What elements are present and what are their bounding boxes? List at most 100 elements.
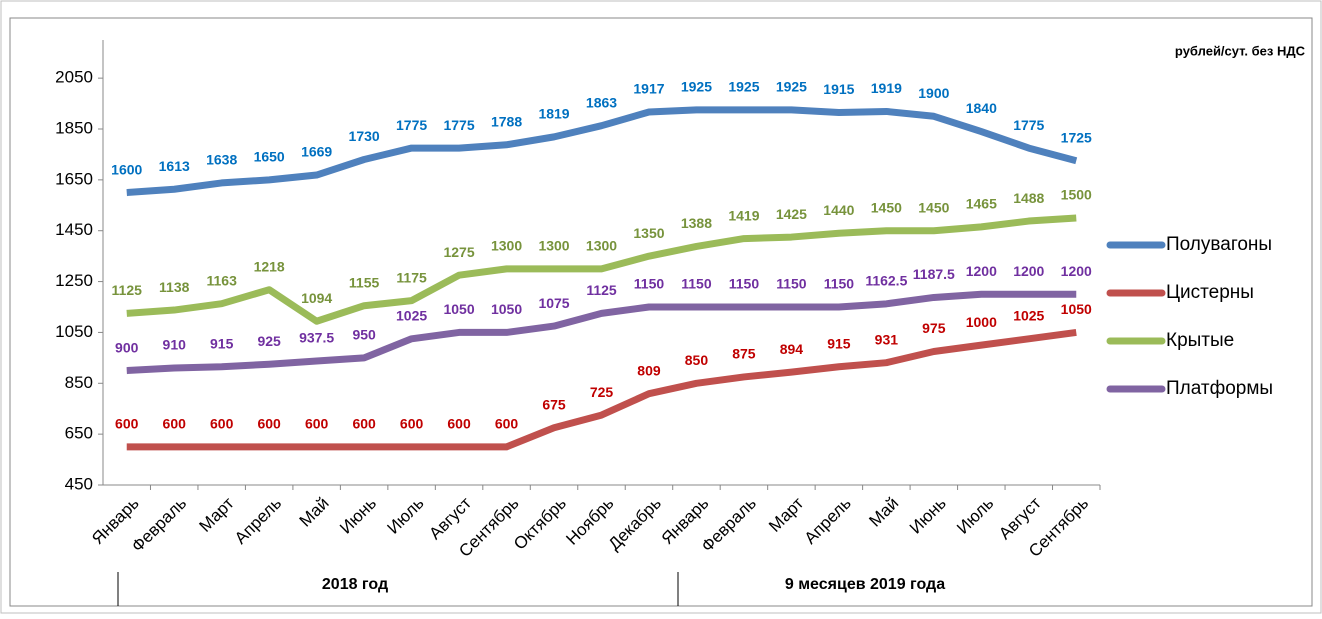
data-label: 975 bbox=[922, 320, 946, 336]
series-line bbox=[126, 290, 1077, 375]
data-label: 1488 bbox=[1013, 190, 1044, 206]
data-label: 1600 bbox=[111, 161, 142, 177]
data-label: 1125 bbox=[112, 282, 143, 298]
data-label: 1218 bbox=[254, 258, 285, 274]
data-label: 1150 bbox=[824, 276, 855, 292]
data-label: 1425 bbox=[776, 206, 807, 222]
data-label: 1650 bbox=[254, 149, 285, 165]
data-label: 1819 bbox=[538, 106, 569, 122]
data-label: 1465 bbox=[966, 196, 997, 212]
data-label: 1300 bbox=[586, 238, 617, 254]
group-label: 2018 год bbox=[322, 576, 388, 593]
data-label: 725 bbox=[590, 384, 614, 400]
data-label: 1350 bbox=[633, 225, 664, 241]
data-label: 1840 bbox=[966, 100, 997, 116]
data-label: 1300 bbox=[491, 238, 522, 254]
data-label: 1187.5 bbox=[913, 266, 955, 282]
series-line bbox=[126, 214, 1077, 325]
y-tick-label: 650 bbox=[65, 424, 93, 443]
data-label: 1450 bbox=[918, 199, 949, 215]
data-label: 850 bbox=[685, 352, 709, 368]
data-label: 1925 bbox=[776, 79, 807, 95]
data-label: 910 bbox=[163, 337, 187, 353]
series-line bbox=[126, 328, 1077, 451]
data-label: 600 bbox=[257, 416, 281, 432]
data-label: 1150 bbox=[729, 276, 760, 292]
data-label: 950 bbox=[352, 327, 376, 343]
data-label: 1094 bbox=[301, 290, 332, 306]
data-label: 1638 bbox=[206, 152, 237, 168]
data-label: 1050 bbox=[1061, 301, 1092, 317]
data-label: 1915 bbox=[823, 81, 854, 97]
data-label: 1050 bbox=[443, 301, 474, 317]
data-label: 1000 bbox=[966, 314, 997, 330]
data-label: 1200 bbox=[1013, 263, 1044, 279]
data-label: 1863 bbox=[586, 94, 617, 110]
data-label: 809 bbox=[637, 362, 661, 378]
data-label: 1050 bbox=[491, 301, 522, 317]
y-tick-label: 850 bbox=[65, 373, 93, 392]
data-label: 925 bbox=[257, 333, 281, 349]
data-label: 1125 bbox=[586, 282, 617, 298]
data-label: 1725 bbox=[1061, 129, 1092, 145]
y-tick-label: 1650 bbox=[55, 169, 93, 188]
data-label: 1150 bbox=[776, 276, 807, 292]
data-label: 1917 bbox=[633, 81, 664, 97]
data-label: 1613 bbox=[159, 158, 190, 174]
legend-label: Платформы bbox=[1166, 378, 1273, 399]
y-tick-label: 1050 bbox=[55, 322, 93, 341]
data-label: 937.5 bbox=[299, 330, 334, 346]
data-label: 1925 bbox=[728, 79, 759, 95]
data-label: 600 bbox=[210, 416, 234, 432]
data-label: 915 bbox=[210, 335, 234, 351]
data-label: 1300 bbox=[538, 238, 569, 254]
y-tick-label: 1450 bbox=[55, 220, 93, 239]
data-label: 1900 bbox=[918, 85, 949, 101]
data-label: 600 bbox=[305, 416, 329, 432]
data-label: 1162.5 bbox=[865, 273, 907, 289]
data-label: 1025 bbox=[396, 307, 427, 323]
data-label: 931 bbox=[875, 331, 899, 347]
data-label: 1155 bbox=[349, 274, 380, 290]
data-label: 900 bbox=[115, 339, 139, 355]
data-label: 1775 bbox=[443, 117, 474, 133]
data-label: 1163 bbox=[207, 272, 238, 288]
data-label: 675 bbox=[542, 396, 566, 412]
data-label: 1919 bbox=[871, 80, 902, 96]
data-label: 600 bbox=[400, 416, 424, 432]
y-tick-label: 1850 bbox=[55, 118, 93, 137]
data-label: 1138 bbox=[159, 279, 190, 295]
data-label: 1150 bbox=[634, 276, 665, 292]
data-label: 1275 bbox=[443, 244, 474, 260]
data-label: 875 bbox=[732, 346, 756, 362]
data-label: 1175 bbox=[396, 269, 427, 285]
data-label: 600 bbox=[115, 416, 139, 432]
data-label: 1025 bbox=[1013, 307, 1044, 323]
data-label: 1075 bbox=[538, 295, 569, 311]
data-label: 915 bbox=[827, 335, 851, 351]
data-label: 600 bbox=[163, 416, 187, 432]
data-label: 600 bbox=[352, 416, 376, 432]
data-label: 600 bbox=[447, 416, 471, 432]
group-label: 9 месяцев 2019 года bbox=[785, 576, 945, 593]
data-label: 1440 bbox=[823, 202, 854, 218]
data-label: 1450 bbox=[871, 199, 902, 215]
data-label: 1669 bbox=[301, 144, 332, 160]
data-label: 1150 bbox=[681, 276, 712, 292]
data-label: 1775 bbox=[396, 117, 427, 133]
y-tick-label: 2050 bbox=[55, 68, 93, 87]
data-label: 1500 bbox=[1061, 187, 1092, 203]
data-label: 894 bbox=[780, 341, 804, 357]
legend-label: Цистерны bbox=[1166, 282, 1254, 303]
data-label: 1925 bbox=[681, 79, 712, 95]
data-label: 1388 bbox=[681, 215, 712, 231]
unit-label: рублей/сут. без НДС bbox=[1175, 43, 1306, 58]
plot-frame bbox=[9, 17, 1313, 607]
data-label: 1419 bbox=[728, 207, 759, 223]
legend-label: Полувагоны bbox=[1166, 234, 1272, 255]
data-label: 600 bbox=[495, 416, 519, 432]
data-label: 1775 bbox=[1013, 117, 1044, 133]
data-label: 1788 bbox=[491, 113, 522, 129]
